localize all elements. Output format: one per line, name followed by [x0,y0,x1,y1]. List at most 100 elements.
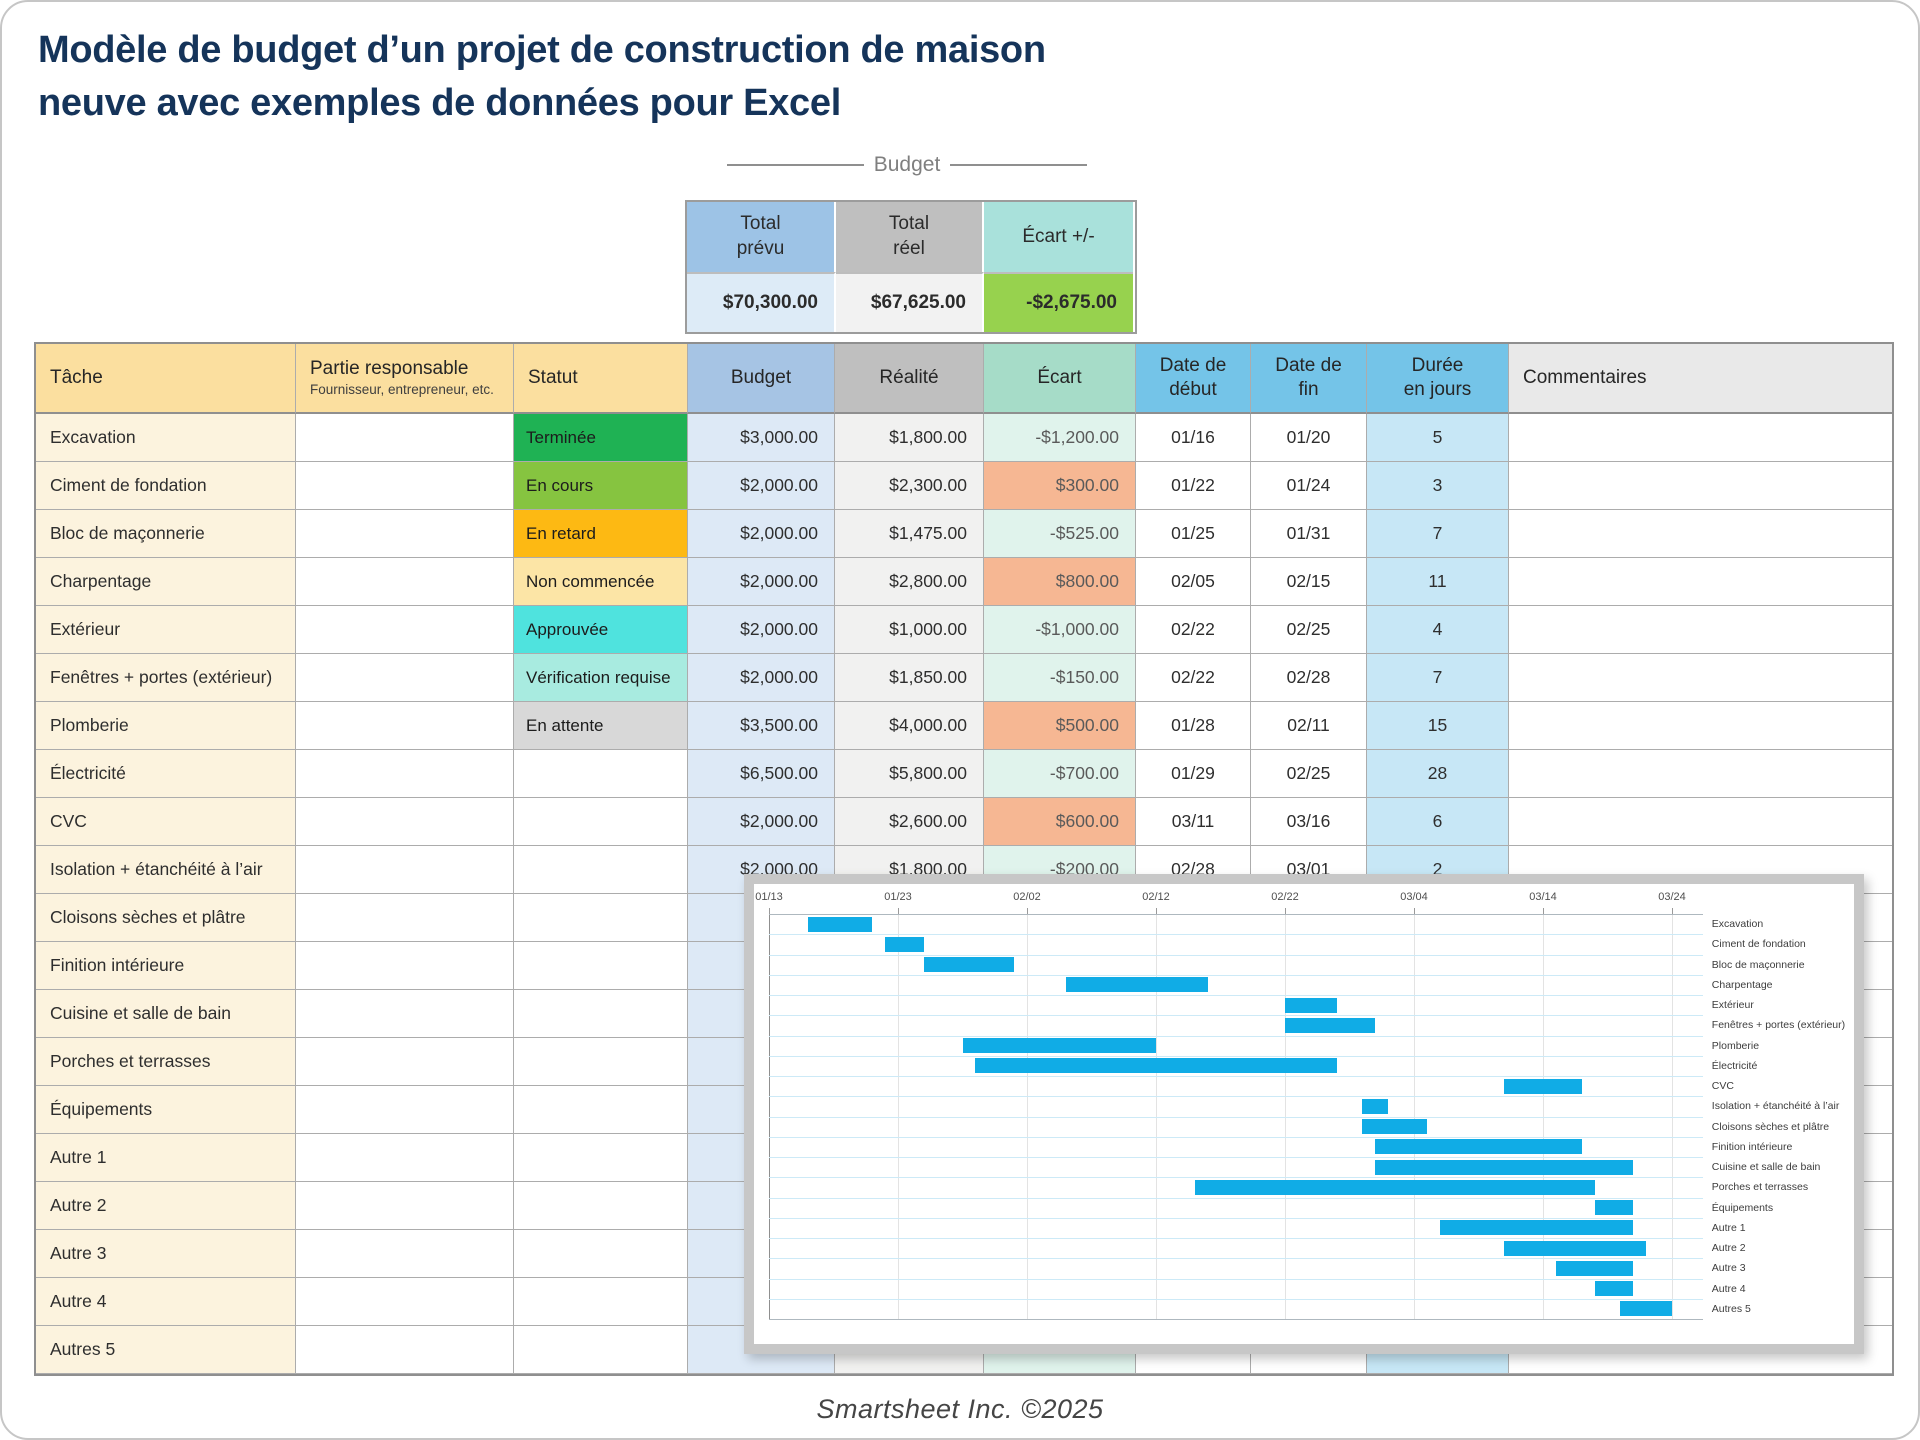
status-cell[interactable] [514,1230,688,1278]
status-cell[interactable]: En retard [514,510,688,558]
actual-cell[interactable]: $1,000.00 [835,606,984,654]
status-cell[interactable] [514,1326,688,1374]
status-cell[interactable]: Vérification requise [514,654,688,702]
comments-cell[interactable] [1509,798,1892,846]
budget-cell[interactable]: $2,000.00 [688,798,835,846]
actual-cell[interactable]: $5,800.00 [835,750,984,798]
responsible-cell[interactable] [296,894,514,942]
start-date-cell[interactable]: 02/22 [1136,654,1251,702]
status-cell[interactable]: En attente [514,702,688,750]
responsible-cell[interactable] [296,846,514,894]
task-cell[interactable]: Équipements [36,1086,296,1134]
end-date-cell[interactable]: 02/15 [1251,558,1367,606]
comments-cell[interactable] [1509,606,1892,654]
variance-cell[interactable]: -$525.00 [984,510,1136,558]
task-cell[interactable]: Charpentage [36,558,296,606]
budget-cell[interactable]: $2,000.00 [688,510,835,558]
comments-cell[interactable] [1509,558,1892,606]
responsible-cell[interactable] [296,1326,514,1374]
task-cell[interactable]: Autre 1 [36,1134,296,1182]
comments-cell[interactable] [1509,750,1892,798]
status-cell[interactable] [514,1182,688,1230]
budget-cell[interactable]: $2,000.00 [688,654,835,702]
duration-cell[interactable]: 28 [1367,750,1509,798]
duration-cell[interactable]: 7 [1367,654,1509,702]
end-date-cell[interactable]: 02/28 [1251,654,1367,702]
task-cell[interactable]: Électricité [36,750,296,798]
end-date-cell[interactable]: 02/25 [1251,750,1367,798]
end-date-cell[interactable]: 02/25 [1251,606,1367,654]
task-cell[interactable]: Extérieur [36,606,296,654]
responsible-cell[interactable] [296,654,514,702]
task-cell[interactable]: Finition intérieure [36,942,296,990]
start-date-cell[interactable]: 01/29 [1136,750,1251,798]
responsible-cell[interactable] [296,702,514,750]
comments-cell[interactable] [1509,462,1892,510]
responsible-cell[interactable] [296,750,514,798]
task-cell[interactable]: Fenêtres + portes (extérieur) [36,654,296,702]
duration-cell[interactable]: 3 [1367,462,1509,510]
start-date-cell[interactable]: 01/16 [1136,414,1251,462]
variance-cell[interactable]: $500.00 [984,702,1136,750]
status-cell[interactable]: Approuvée [514,606,688,654]
duration-cell[interactable]: 15 [1367,702,1509,750]
task-cell[interactable]: Porches et terrasses [36,1038,296,1086]
task-cell[interactable]: Cloisons sèches et plâtre [36,894,296,942]
comments-cell[interactable] [1509,510,1892,558]
responsible-cell[interactable] [296,1086,514,1134]
duration-cell[interactable]: 6 [1367,798,1509,846]
actual-cell[interactable]: $4,000.00 [835,702,984,750]
responsible-cell[interactable] [296,942,514,990]
variance-cell[interactable]: -$700.00 [984,750,1136,798]
responsible-cell[interactable] [296,1230,514,1278]
duration-cell[interactable]: 5 [1367,414,1509,462]
end-date-cell[interactable]: 02/11 [1251,702,1367,750]
task-cell[interactable]: Plomberie [36,702,296,750]
budget-cell[interactable]: $3,000.00 [688,414,835,462]
task-cell[interactable]: CVC [36,798,296,846]
actual-cell[interactable]: $2,600.00 [835,798,984,846]
end-date-cell[interactable]: 03/16 [1251,798,1367,846]
start-date-cell[interactable]: 02/05 [1136,558,1251,606]
start-date-cell[interactable]: 02/22 [1136,606,1251,654]
end-date-cell[interactable]: 01/31 [1251,510,1367,558]
variance-cell[interactable]: -$150.00 [984,654,1136,702]
responsible-cell[interactable] [296,606,514,654]
budget-cell[interactable]: $2,000.00 [688,558,835,606]
status-cell[interactable] [514,942,688,990]
actual-cell[interactable]: $2,300.00 [835,462,984,510]
status-cell[interactable] [514,750,688,798]
task-cell[interactable]: Excavation [36,414,296,462]
status-cell[interactable] [514,846,688,894]
task-cell[interactable]: Autre 4 [36,1278,296,1326]
summary-value-total-prevu[interactable]: $70,300.00 [687,272,836,332]
status-cell[interactable] [514,798,688,846]
variance-cell[interactable]: -$1,200.00 [984,414,1136,462]
start-date-cell[interactable]: 01/22 [1136,462,1251,510]
status-cell[interactable] [514,894,688,942]
comments-cell[interactable] [1509,414,1892,462]
task-cell[interactable]: Bloc de maçonnerie [36,510,296,558]
summary-value-ecart[interactable]: -$2,675.00 [984,272,1133,332]
variance-cell[interactable]: $800.00 [984,558,1136,606]
summary-value-total-reel[interactable]: $67,625.00 [836,272,984,332]
task-cell[interactable]: Autre 2 [36,1182,296,1230]
actual-cell[interactable]: $1,850.00 [835,654,984,702]
task-cell[interactable]: Ciment de fondation [36,462,296,510]
end-date-cell[interactable]: 01/24 [1251,462,1367,510]
responsible-cell[interactable] [296,1182,514,1230]
responsible-cell[interactable] [296,462,514,510]
end-date-cell[interactable]: 01/20 [1251,414,1367,462]
responsible-cell[interactable] [296,990,514,1038]
start-date-cell[interactable]: 01/25 [1136,510,1251,558]
actual-cell[interactable]: $1,475.00 [835,510,984,558]
responsible-cell[interactable] [296,510,514,558]
status-cell[interactable] [514,1086,688,1134]
variance-cell[interactable]: $600.00 [984,798,1136,846]
actual-cell[interactable]: $1,800.00 [835,414,984,462]
start-date-cell[interactable]: 03/11 [1136,798,1251,846]
task-cell[interactable]: Isolation + étanchéité à l’air [36,846,296,894]
responsible-cell[interactable] [296,414,514,462]
budget-cell[interactable]: $3,500.00 [688,702,835,750]
actual-cell[interactable]: $2,800.00 [835,558,984,606]
